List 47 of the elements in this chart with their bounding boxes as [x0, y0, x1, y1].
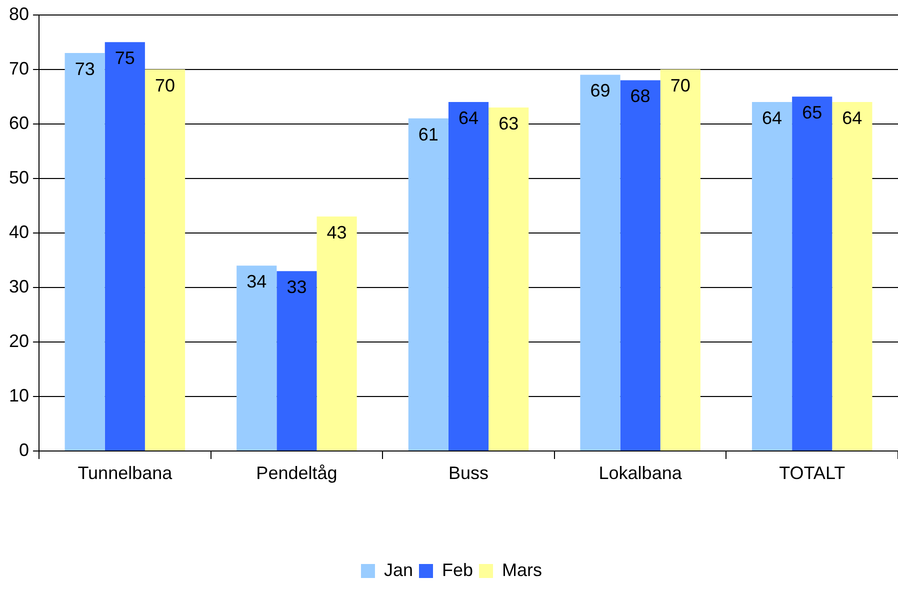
y-tick-label: 0 [19, 440, 30, 460]
data-label: 64 [842, 108, 862, 128]
data-label: 65 [802, 102, 822, 123]
data-label: 61 [418, 124, 438, 144]
y-tick-label: 60 [8, 112, 30, 133]
bar [276, 271, 317, 450]
data-label: 69 [590, 80, 610, 101]
data-label: 64 [762, 108, 782, 128]
y-tick-label: 70 [8, 58, 30, 78]
x-tick-label: TOTALT [779, 462, 846, 483]
legend-label: Mars [502, 560, 542, 580]
data-label: 33 [286, 277, 307, 298]
bar [144, 69, 186, 450]
bar [448, 102, 489, 450]
bar [316, 216, 357, 450]
x-tick-label: Buss [448, 462, 489, 483]
bar [752, 102, 792, 450]
data-label: 34 [246, 272, 267, 292]
bar [832, 102, 872, 450]
bar [488, 107, 529, 450]
data-label: 64 [458, 108, 479, 128]
y-tick-label: 20 [8, 330, 30, 351]
x-tick-label: Pendeltåg [256, 462, 338, 483]
bar [580, 74, 620, 450]
bar [660, 69, 700, 450]
data-label: 63 [498, 113, 519, 134]
data-label: 70 [154, 75, 176, 96]
data-label: 75 [114, 48, 135, 68]
bar [104, 42, 145, 450]
x-tick-label: Tunnelbana [78, 462, 174, 483]
bar [64, 52, 105, 450]
y-tick-label: 80 [8, 4, 30, 24]
y-tick-label: 40 [8, 222, 30, 242]
bar [792, 96, 832, 450]
legend-label: Feb [442, 560, 474, 580]
legend-label: Jan [384, 560, 414, 580]
data-label: 70 [670, 75, 690, 96]
y-tick-label: 50 [8, 167, 30, 188]
bar [620, 80, 660, 450]
y-tick-label: 30 [8, 276, 30, 296]
data-label: 68 [630, 86, 650, 106]
data-label: 43 [326, 222, 347, 243]
x-tick-label: Lokalbana [598, 462, 683, 483]
bar [236, 266, 277, 450]
bar [408, 118, 448, 450]
data-label: 73 [74, 58, 95, 79]
y-tick-label: 10 [8, 385, 30, 406]
